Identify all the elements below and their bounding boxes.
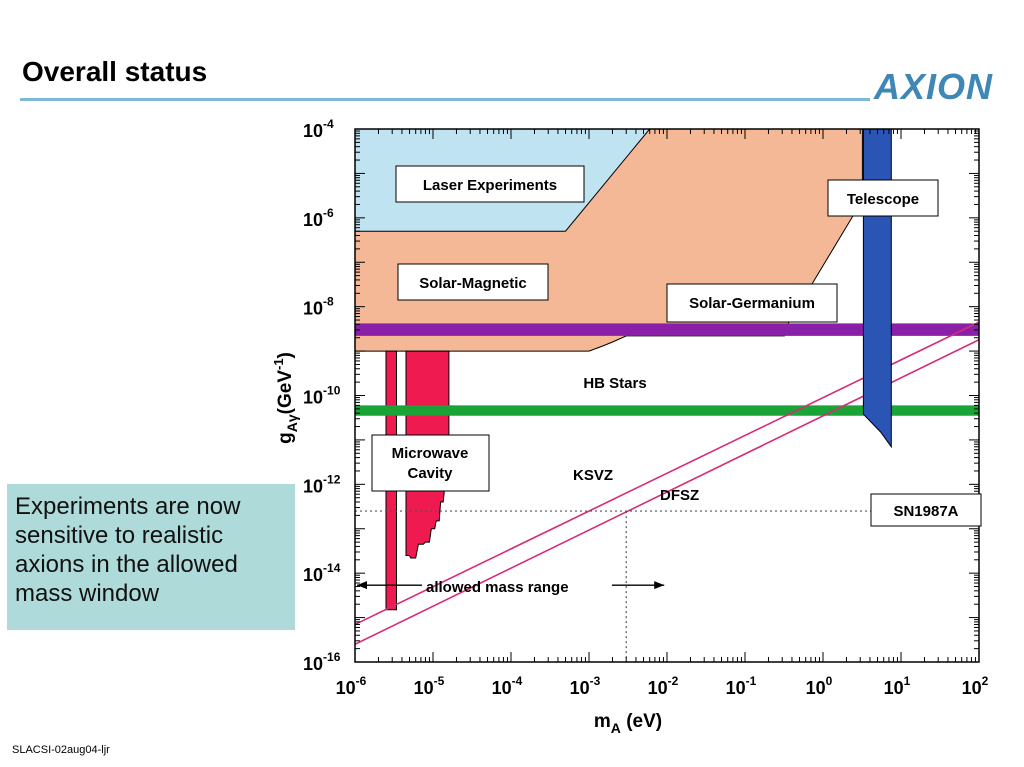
tick-marks: [354, 128, 980, 663]
label-ksvz: KSVZ: [573, 467, 613, 484]
x-axis-title: mA (eV): [594, 711, 662, 736]
band-solar-germanium: [355, 323, 979, 336]
label-hb-stars: HB Stars: [583, 375, 646, 392]
y-tick-label: 10-6: [303, 206, 334, 230]
x-tick-label: 100: [806, 674, 833, 698]
arrow-left-head: [357, 581, 367, 590]
y-tick-label: 10-16: [303, 650, 341, 674]
y-tick-label: 10-8: [303, 295, 334, 319]
svg-text:Solar-Magnetic: Solar-Magnetic: [419, 275, 527, 292]
label-microwave-cavity-line1: Microwave: [392, 445, 469, 462]
x-tick-label: 10-6: [336, 674, 367, 698]
label-telescope: Telescope: [827, 179, 939, 217]
x-tick-label: 10-2: [648, 674, 679, 698]
x-tick-label: 10-5: [414, 674, 445, 698]
slide-title: Overall status: [22, 56, 208, 87]
label-microwave-cavity: Microwave Cavity: [371, 434, 490, 492]
label-dfsz: DFSZ: [660, 487, 699, 504]
band-hb-stars: [355, 405, 979, 416]
x-tick-label: 10-4: [492, 674, 523, 698]
arrow-right-head: [654, 581, 665, 590]
label-laser-experiments: Laser Experiments: [395, 165, 585, 203]
x-tick-label: 102: [962, 674, 989, 698]
y-tick-label: 10-4: [303, 117, 334, 141]
x-tick-label: 10-3: [570, 674, 601, 698]
callout-box: Experiments are now sensitive to realist…: [7, 484, 295, 630]
y-axis-title: gAγ(GeV-1): [271, 352, 300, 444]
label-allowed-mass-range: allowed mass range: [426, 579, 569, 596]
y-tick-label: 10-14: [303, 561, 341, 585]
label-microwave-cavity-line2: Cavity: [407, 465, 453, 482]
y-tick-label: 10-12: [303, 472, 341, 496]
title-rule: [20, 98, 870, 101]
y-tick-label: 10-10: [303, 384, 341, 408]
svg-text:SN1987A: SN1987A: [893, 503, 958, 520]
x-tick-label: 10-1: [726, 674, 757, 698]
footer-credit: SLACSI-02aug04-ljr: [12, 744, 110, 756]
label-solar-magnetic: Solar-Magnetic: [397, 263, 549, 301]
label-sn1987a: SN1987A: [870, 493, 982, 527]
y-tick-labels: 10-16 10-14 10-12 10-10 10-8 10-6 10-4: [303, 117, 341, 674]
x-tick-label: 101: [884, 674, 911, 698]
x-tick-labels: 10-6 10-5 10-4 10-3 10-2 10-1 100 101 102: [336, 674, 989, 698]
axion-logo: AXION: [874, 66, 994, 107]
svg-text:Laser Experiments: Laser Experiments: [423, 177, 557, 194]
label-solar-germanium: Solar-Germanium: [666, 283, 838, 323]
svg-text:Telescope: Telescope: [847, 191, 919, 208]
svg-text:Solar-Germanium: Solar-Germanium: [689, 295, 815, 312]
region-telescope: [862, 129, 892, 449]
